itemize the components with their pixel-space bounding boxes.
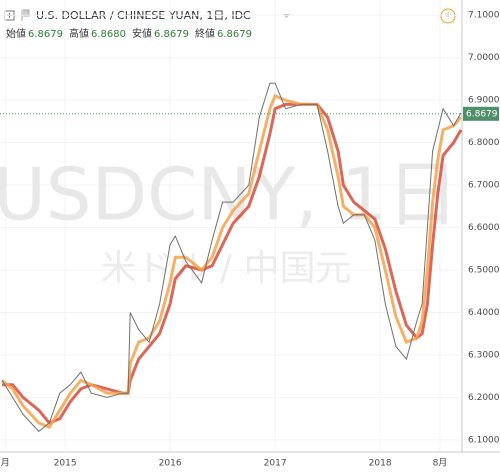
alert-icon[interactable] [440,8,456,24]
x-tick-label: 2016 [159,459,182,469]
ohlc-label: 安値 [132,27,152,40]
ohlc-label: 高値 [69,27,89,40]
y-tick-label: 6.6000 [468,223,500,233]
x-tick-label: 2017 [264,459,287,469]
y-tick-label: 6.1000 [468,435,500,445]
watermark: USDCNY, 1日 [0,153,459,237]
last-price-box [463,106,499,121]
ohlc-label: 終値 [195,27,215,40]
y-tick-label: 7.0000 [468,53,500,63]
y-tick-label: 6.9000 [468,96,500,106]
ohlc-value: 6.8679 [28,29,63,40]
ohlc-label: 始値 [6,27,26,40]
y-tick-label: 6.2000 [468,393,500,403]
y-tick-label: 6.7000 [468,181,500,191]
ohlc-value: 6.8680 [91,29,126,40]
y-tick-label: 7.1000 [468,11,500,21]
price-line [1,93,463,430]
y-tick-label: 6.3000 [468,350,500,360]
y-tick-label: 6.4000 [468,308,500,318]
ohlc-value: 6.8679 [154,29,189,40]
watermark-sub: 米ドル / 中国元 [100,248,351,289]
x-tick-label: 2018 [369,459,392,469]
y-tick-label: 6.5000 [468,266,500,276]
x-tick-label: 2015 [54,459,77,469]
ohlc: 始値 6.8679 高値 6.8680 安値 6.8679 終値 6.8679 [6,27,252,40]
last-price-label: 6.8679 [466,109,498,119]
alert-mark: ! [446,12,450,22]
price-line [1,82,462,433]
y-tick-label: 6.8000 [468,138,500,148]
x-tick-label: 8月 [433,458,448,469]
x-tick-label: 月 [1,458,10,469]
ohlc-value: 6.8679 [217,29,252,40]
